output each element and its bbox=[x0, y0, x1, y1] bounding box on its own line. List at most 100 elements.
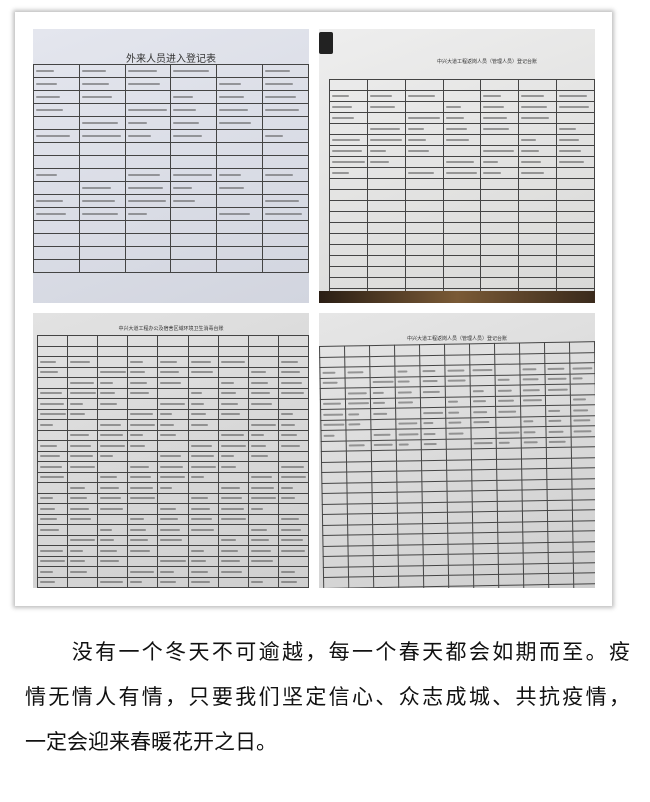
table-cell bbox=[33, 233, 80, 247]
table-cell bbox=[518, 189, 558, 201]
handwriting-mark bbox=[369, 161, 389, 163]
handwriting-mark bbox=[398, 433, 419, 436]
table-cell bbox=[422, 543, 449, 555]
table-cell bbox=[545, 426, 572, 438]
handwriting-mark bbox=[70, 360, 90, 363]
table-cell bbox=[36, 387, 69, 399]
table-cell bbox=[277, 387, 309, 399]
table-cell bbox=[124, 246, 172, 260]
handwriting-mark bbox=[372, 380, 394, 384]
table-cell bbox=[127, 576, 159, 588]
handwriting-mark bbox=[348, 444, 365, 447]
table-cell bbox=[346, 461, 372, 473]
table-cell bbox=[518, 134, 558, 146]
handwriting-mark bbox=[559, 150, 582, 152]
table-cell bbox=[423, 554, 449, 566]
table-cell bbox=[33, 246, 80, 260]
table-cell bbox=[78, 246, 126, 260]
handwriting-mark bbox=[220, 413, 241, 416]
table-cell bbox=[323, 566, 349, 578]
table-cell bbox=[518, 255, 558, 267]
table-cell bbox=[569, 341, 595, 353]
table-cell bbox=[520, 395, 546, 406]
table-cell bbox=[395, 418, 421, 430]
table-cell bbox=[570, 373, 595, 385]
handwriting-mark bbox=[250, 392, 270, 395]
handwriting-mark bbox=[220, 455, 234, 458]
table-cell bbox=[480, 277, 520, 289]
table-cell bbox=[345, 398, 371, 410]
table-row bbox=[36, 335, 309, 347]
table-cell bbox=[547, 531, 573, 543]
table-row bbox=[33, 90, 309, 104]
handwriting-mark bbox=[522, 399, 542, 402]
table-cell bbox=[277, 356, 309, 368]
table-cell bbox=[495, 426, 522, 438]
handwriting-mark bbox=[160, 465, 183, 468]
table-cell bbox=[277, 503, 309, 515]
table-cell bbox=[422, 491, 448, 503]
table-cell bbox=[445, 385, 471, 397]
table-cell bbox=[570, 394, 595, 406]
table-cell bbox=[548, 562, 574, 574]
table-cell bbox=[472, 500, 498, 512]
handwriting-mark bbox=[548, 420, 562, 423]
table-cell bbox=[366, 167, 406, 179]
table-cell bbox=[67, 566, 99, 578]
handwriting-mark bbox=[190, 455, 215, 458]
handwriting-mark bbox=[369, 128, 400, 130]
handwriting-mark bbox=[280, 465, 304, 468]
handwriting-mark bbox=[70, 455, 94, 458]
table-cell bbox=[372, 544, 399, 556]
handwriting-mark bbox=[40, 371, 58, 374]
table-row bbox=[36, 545, 309, 557]
table-cell bbox=[366, 211, 406, 223]
table-cell bbox=[480, 266, 520, 278]
table-cell bbox=[473, 584, 499, 588]
handwriting-mark bbox=[250, 539, 270, 542]
table-cell bbox=[78, 129, 126, 143]
table-cell bbox=[170, 116, 218, 130]
table-row bbox=[33, 168, 309, 182]
table-cell bbox=[323, 577, 349, 588]
table-cell bbox=[36, 503, 69, 515]
table-cell bbox=[346, 471, 372, 483]
table-cell bbox=[97, 566, 129, 578]
table-cell bbox=[446, 438, 472, 450]
table-cell bbox=[419, 344, 445, 356]
table-cell bbox=[366, 178, 406, 190]
caption-line: 没有一个冬天不可逾越，每一个春天都会如期而至。疫 bbox=[25, 640, 630, 664]
table-cell bbox=[472, 532, 498, 544]
table-cell bbox=[127, 345, 159, 357]
handwriting-mark bbox=[190, 560, 206, 563]
table-row bbox=[36, 450, 309, 462]
table-cell bbox=[404, 266, 444, 278]
table-cell bbox=[329, 112, 368, 124]
handwriting-mark bbox=[40, 360, 56, 363]
table-cell bbox=[480, 178, 520, 190]
table-cell bbox=[471, 437, 497, 449]
table-cell bbox=[480, 255, 520, 267]
table-cell bbox=[329, 90, 368, 102]
table-row bbox=[33, 259, 309, 273]
handwriting-mark bbox=[219, 83, 242, 85]
handwriting-mark bbox=[250, 381, 268, 384]
table-cell bbox=[366, 134, 406, 146]
table-cell bbox=[398, 586, 424, 588]
table-cell bbox=[344, 345, 370, 357]
table-cell bbox=[498, 584, 524, 588]
table-cell bbox=[420, 375, 446, 387]
handwriting-mark bbox=[220, 392, 237, 395]
table-cell bbox=[262, 90, 309, 104]
handwriting-mark bbox=[423, 443, 437, 446]
table-row bbox=[329, 112, 595, 124]
table-cell bbox=[97, 555, 129, 567]
handwriting-mark bbox=[407, 172, 435, 174]
table-cell bbox=[187, 513, 219, 525]
table-cell bbox=[78, 207, 126, 221]
table-cell bbox=[369, 355, 395, 367]
table-row bbox=[33, 207, 309, 221]
table-cell bbox=[36, 482, 69, 494]
table-cell bbox=[247, 545, 279, 557]
table-cell bbox=[545, 415, 571, 427]
